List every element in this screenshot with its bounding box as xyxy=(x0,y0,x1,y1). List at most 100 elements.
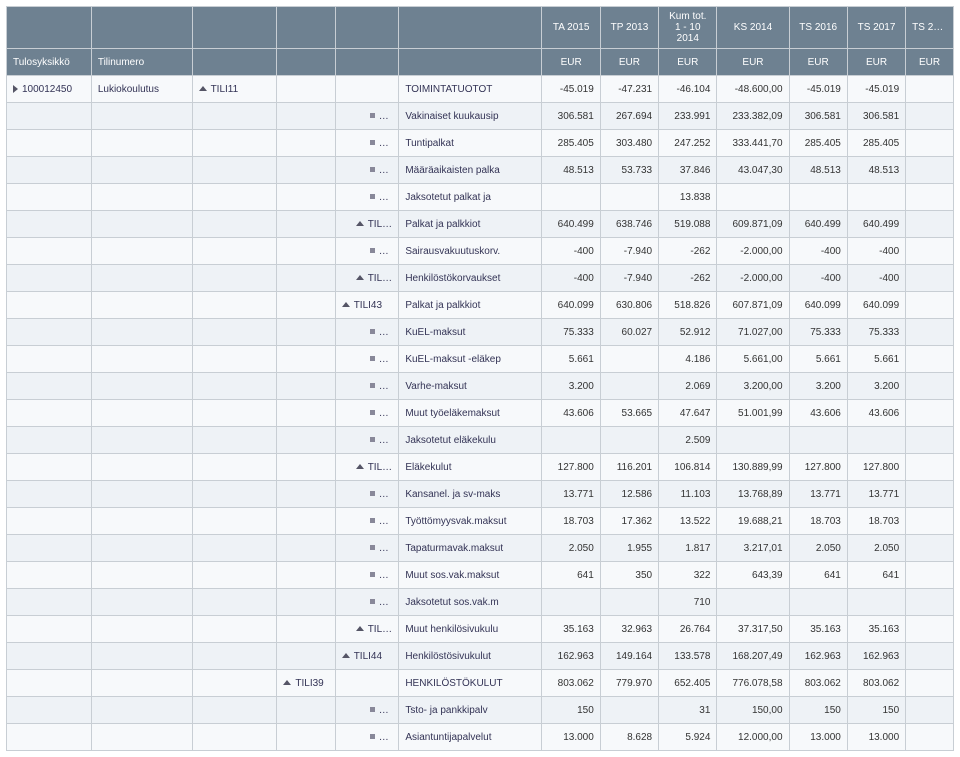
unit-id: 100012450 xyxy=(7,76,92,103)
value-cell: 641 xyxy=(789,562,847,589)
tree-cell xyxy=(192,130,277,157)
value-cell: 106.814 xyxy=(659,454,717,481)
value-cell xyxy=(906,373,954,400)
col-header xyxy=(7,7,92,49)
account-desc: KuEL-maksut -eläkep xyxy=(399,346,542,373)
value-cell: 3.200 xyxy=(542,373,600,400)
tree-cell xyxy=(192,184,277,211)
account-desc: Muut henkilösivukulu xyxy=(399,616,542,643)
tree-cell xyxy=(192,346,277,373)
unit-name xyxy=(91,184,192,211)
value-cell: 150 xyxy=(542,697,600,724)
value-cell xyxy=(717,184,789,211)
unit-name xyxy=(91,373,192,400)
value-cell: 35.163 xyxy=(847,616,905,643)
col-header: Kum tot. 1 - 10 2014 xyxy=(659,7,717,49)
value-cell: 18.703 xyxy=(789,508,847,535)
value-cell: -47.231 xyxy=(600,76,658,103)
tree-cell xyxy=(277,535,335,562)
value-cell: -400 xyxy=(542,265,600,292)
value-cell xyxy=(600,589,658,616)
tree-cell: 410000 xyxy=(335,319,399,346)
value-cell: 13.000 xyxy=(789,724,847,751)
value-cell xyxy=(906,184,954,211)
value-cell: -46.104 xyxy=(659,76,717,103)
value-cell: 127.800 xyxy=(789,454,847,481)
unit-name xyxy=(91,481,192,508)
value-cell: 285.405 xyxy=(847,130,905,157)
table-row: 419000Jaksotetut sos.vak.m710 xyxy=(7,589,954,616)
tree-cell xyxy=(277,643,335,670)
collapse-icon[interactable] xyxy=(356,464,364,469)
value-cell xyxy=(906,292,954,319)
collapse-icon[interactable] xyxy=(342,302,350,307)
value-cell: -2.000,00 xyxy=(717,265,789,292)
unit-name xyxy=(91,670,192,697)
value-cell: 48.513 xyxy=(789,157,847,184)
value-cell xyxy=(906,724,954,751)
collapse-icon[interactable] xyxy=(356,275,364,280)
unit-name xyxy=(91,265,192,292)
tree-cell xyxy=(192,670,277,697)
account-desc: Tsto- ja pankkipalv xyxy=(399,697,542,724)
tree-cell: TILI431 xyxy=(335,211,399,238)
value-cell: 31 xyxy=(659,697,717,724)
tree-cell xyxy=(277,454,335,481)
table-row: 410000KuEL-maksut75.33360.02752.91271.02… xyxy=(7,319,954,346)
tree-cell xyxy=(277,400,335,427)
collapse-icon[interactable] xyxy=(199,86,207,91)
tree-cell: 417000 xyxy=(335,535,399,562)
table-row: 417000Tapaturmavak.maksut2.0501.9551.817… xyxy=(7,535,954,562)
table-row: TILI433Henkilöstökorvaukset-400-7.940-26… xyxy=(7,265,954,292)
value-cell: 5.924 xyxy=(659,724,717,751)
tree-cell xyxy=(192,373,277,400)
unit-id xyxy=(7,643,92,670)
account-desc: KuEL-maksut xyxy=(399,319,542,346)
account-desc: Palkat ja palkkiot xyxy=(399,292,542,319)
collapse-icon[interactable] xyxy=(356,626,364,631)
col-subheader: Tilinumero xyxy=(91,49,192,76)
tree-cell xyxy=(192,481,277,508)
value-cell: 11.103 xyxy=(659,481,717,508)
tree-cell xyxy=(277,238,335,265)
table-header: TA 2015TP 2013Kum tot. 1 - 10 2014KS 201… xyxy=(7,7,954,76)
value-cell: 643,39 xyxy=(717,562,789,589)
value-cell: 303.480 xyxy=(600,130,658,157)
collapse-icon[interactable] xyxy=(283,680,291,685)
table-row: 413000Jaksotetut eläkekulu2.509 xyxy=(7,427,954,454)
value-cell: 17.362 xyxy=(600,508,658,535)
collapse-icon[interactable] xyxy=(356,221,364,226)
value-cell: 779.970 xyxy=(600,670,658,697)
value-cell: 37.317,50 xyxy=(717,616,789,643)
tree-cell: 400400 xyxy=(335,157,399,184)
value-cell: -262 xyxy=(659,265,717,292)
value-cell: 130.889,99 xyxy=(717,454,789,481)
collapse-icon[interactable] xyxy=(342,653,350,658)
unit-name xyxy=(91,643,192,670)
unit-id xyxy=(7,103,92,130)
tree-cell xyxy=(335,670,399,697)
tree-cell: 418000 xyxy=(335,562,399,589)
value-cell: 162.963 xyxy=(542,643,600,670)
value-cell: 607.871,09 xyxy=(717,292,789,319)
value-cell: 306.581 xyxy=(847,103,905,130)
col-subheader: EUR xyxy=(717,49,789,76)
value-cell: 53.733 xyxy=(600,157,658,184)
value-cell xyxy=(542,184,600,211)
value-cell: 2.050 xyxy=(542,535,600,562)
tree-cell xyxy=(335,76,399,103)
col-header xyxy=(399,7,542,49)
value-cell xyxy=(906,319,954,346)
tree-cell xyxy=(192,427,277,454)
account-desc: Palkat ja palkkiot xyxy=(399,211,542,238)
unit-name xyxy=(91,211,192,238)
unit-name xyxy=(91,319,192,346)
expand-icon[interactable] xyxy=(13,85,18,93)
value-cell: 13.522 xyxy=(659,508,717,535)
value-cell: 43.047,30 xyxy=(717,157,789,184)
table-row: 423000Sairausvakuutuskorv.-400-7.940-262… xyxy=(7,238,954,265)
value-cell: 5.661 xyxy=(847,346,905,373)
unit-id xyxy=(7,724,92,751)
unit-name xyxy=(91,103,192,130)
tree-cell xyxy=(277,697,335,724)
